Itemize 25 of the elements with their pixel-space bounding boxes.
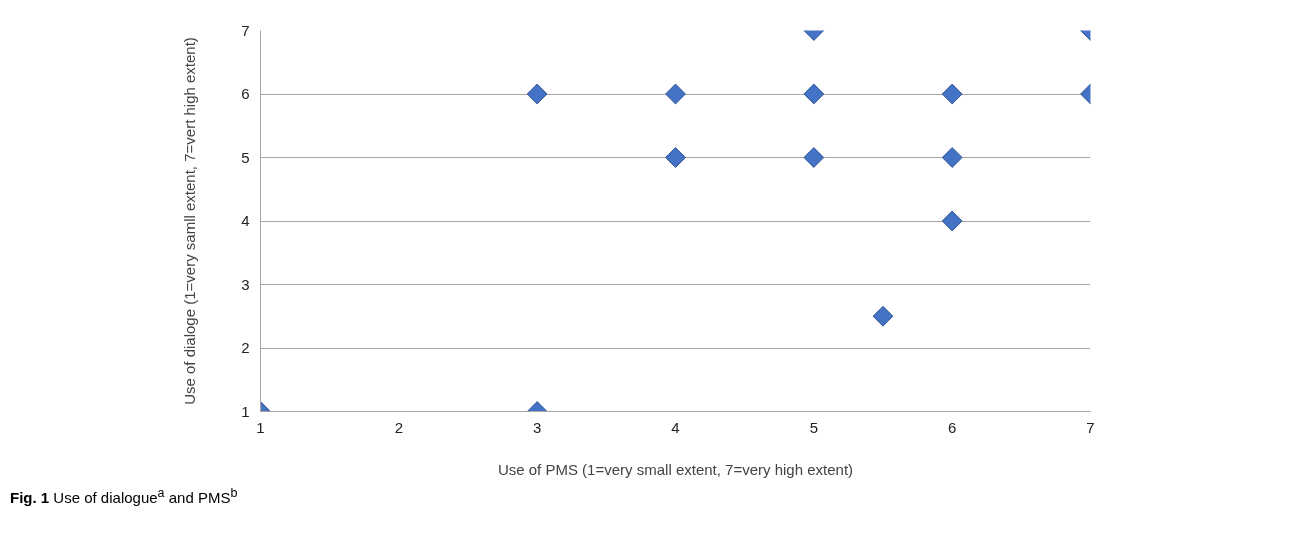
point [941, 83, 963, 105]
y-tick-label: 6 [241, 85, 250, 102]
x-tick-label: 4 [671, 418, 680, 436]
y-tick-label: 7 [241, 21, 250, 39]
caption: Fig. 1 Use of dialogue$^{a}$ and PMS$^{b}$ [10, 485, 238, 508]
y-tick-label: 3 [241, 275, 250, 293]
y-tick-label: 1 [241, 402, 250, 420]
x-tick-label: 2 [394, 418, 404, 436]
point [941, 210, 963, 232]
point [941, 147, 963, 168]
point [803, 147, 825, 168]
x-tick-label: 3 [533, 418, 542, 436]
x-tick-label: 7 [1086, 418, 1095, 436]
y-tick-label: 4 [241, 212, 250, 229]
x-axis-title: Use of PMS (1=very small extent, 7=very high extent) [497, 460, 854, 478]
x-tick-label: 1 [256, 418, 265, 436]
y-tick-label: 2 [241, 339, 250, 356]
y-tick-label: 5 [241, 148, 250, 166]
point [526, 83, 548, 105]
y-axis-title: Use of dialoge (1=very samll extent, 7=vert high extent) [181, 37, 199, 405]
x-tick-label: 6 [948, 418, 957, 436]
point [803, 83, 825, 105]
point [665, 83, 686, 105]
x-tick-label: 5 [809, 418, 819, 436]
point [665, 147, 686, 168]
